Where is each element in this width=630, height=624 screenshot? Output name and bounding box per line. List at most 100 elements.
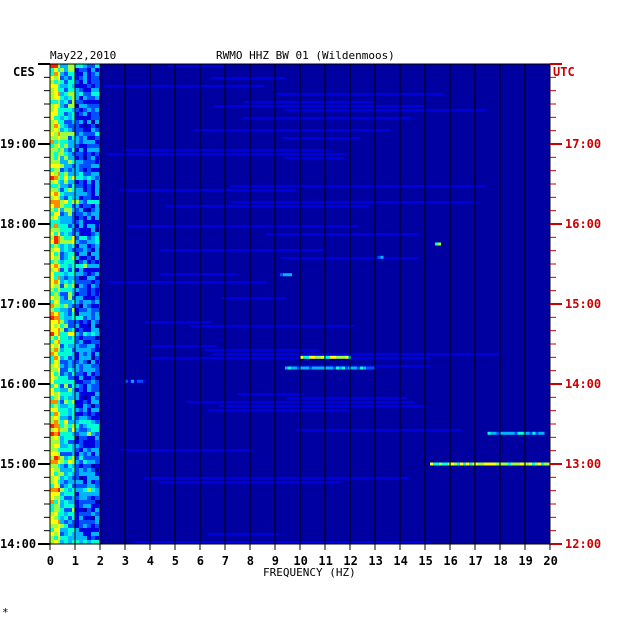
spectrogram-cell — [87, 164, 91, 168]
spectrogram-cell — [79, 272, 83, 276]
spectrogram-cell — [79, 108, 83, 112]
spectrogram-cell — [72, 404, 75, 408]
spectrogram-cell — [58, 204, 60, 208]
spectrogram-cell — [60, 468, 64, 472]
spectrogram-cell — [95, 132, 99, 136]
spectrogram-cell — [64, 160, 68, 164]
spectrogram-cell — [83, 364, 87, 368]
event-cell — [143, 379, 146, 383]
spectrogram-cell — [91, 408, 95, 412]
spectrogram-cell — [54, 348, 58, 352]
event-cell — [312, 366, 315, 370]
spectrogram-cell — [91, 448, 95, 452]
spectrogram-cell — [72, 536, 75, 540]
spectrogram-cell — [54, 76, 58, 80]
event-cell — [472, 462, 475, 466]
spectrogram-cell — [64, 248, 68, 252]
spectrogram-cell — [91, 376, 95, 380]
spectrogram-cell — [64, 180, 68, 184]
spectrogram-cell — [58, 480, 60, 484]
spectrogram-cell — [83, 132, 87, 136]
spectrogram-cell — [60, 268, 64, 272]
spectrogram-cell — [79, 124, 83, 128]
event-cell — [351, 366, 354, 370]
spectrogram-cell — [91, 260, 95, 264]
spectrogram-cell — [64, 284, 68, 288]
spectrogram-cell — [68, 432, 72, 436]
spectrogram-cell — [68, 404, 72, 408]
spectrogram-cell — [58, 408, 60, 412]
spectrogram-cell — [79, 216, 83, 220]
spectrogram-cell — [72, 96, 75, 100]
spectrogram-cell — [60, 236, 64, 240]
spectrogram-cell — [79, 320, 83, 324]
spectrogram-cell — [68, 136, 72, 140]
spectrogram-cell — [79, 432, 83, 436]
spectrogram-cell — [91, 136, 95, 140]
background-streak — [186, 401, 415, 403]
spectrogram-cell — [72, 160, 75, 164]
spectrogram-cell — [95, 120, 99, 124]
spectrogram-cell — [87, 440, 91, 444]
event-cell — [496, 431, 500, 435]
event-cell — [541, 462, 544, 466]
spectrogram-cell — [60, 336, 64, 340]
spectrogram-cell — [72, 104, 75, 108]
spectrogram-cell — [95, 332, 99, 336]
event-cell — [457, 462, 460, 466]
spectrogram-cell — [95, 184, 99, 188]
spectrogram-cell — [83, 316, 87, 320]
spectrogram-cell — [60, 212, 64, 216]
spectrogram-cell — [95, 536, 99, 540]
spectrogram-cell — [79, 300, 83, 304]
spectrogram-cell — [58, 464, 60, 468]
spectrogram-cell — [60, 484, 64, 488]
spectrogram-cell — [83, 180, 87, 184]
spectrogram-cell — [68, 232, 72, 236]
spectrogram-cell — [58, 68, 60, 72]
spectrogram-cell — [83, 152, 87, 156]
spectrogram-cell — [83, 112, 87, 116]
spectrogram-cell — [87, 296, 91, 300]
spectrogram-cell — [95, 144, 99, 148]
spectrogram-cell — [60, 456, 64, 460]
spectrogram-cell — [91, 452, 95, 456]
spectrogram-cell — [54, 276, 58, 280]
spectrogram-cell — [72, 84, 75, 88]
spectrogram-cell — [75, 168, 79, 172]
spectrogram-cell — [72, 284, 75, 288]
spectrogram-cell — [58, 448, 60, 452]
right-tick-label: 16:00 — [565, 217, 601, 231]
spectrogram-cell — [58, 92, 60, 96]
spectrogram-cell — [68, 64, 72, 68]
spectrogram-cell — [60, 436, 64, 440]
spectrogram-cell — [75, 428, 79, 432]
spectrogram-cell — [54, 328, 58, 332]
spectrogram-cell — [79, 536, 83, 540]
spectrogram-cell — [64, 148, 68, 152]
spectrogram-cell — [95, 512, 99, 516]
spectrogram-cell — [54, 368, 58, 372]
spectrogram-cell — [58, 208, 60, 212]
spectrogram-cell — [83, 100, 87, 104]
event-cell — [289, 273, 292, 277]
spectrogram-cell — [91, 304, 95, 308]
spectrogram-cell — [58, 520, 60, 524]
spectrogram-cell — [72, 280, 75, 284]
spectrogram-cell — [83, 464, 87, 468]
spectrogram-cell — [83, 260, 87, 264]
spectrogram-cell — [64, 296, 68, 300]
spectrogram-cell — [72, 452, 75, 456]
spectrogram-cell — [64, 108, 68, 112]
spectrogram-cell — [54, 444, 58, 448]
spectrogram-cell — [79, 228, 83, 232]
spectrogram-cell — [60, 464, 64, 468]
spectrogram-cell — [79, 224, 83, 228]
spectrogram-cell — [60, 536, 64, 540]
spectrogram-cell — [64, 404, 68, 408]
spectrogram-cell — [68, 108, 72, 112]
background-streak — [133, 541, 430, 543]
spectrogram-cell — [64, 316, 68, 320]
spectrogram-cell — [58, 64, 60, 68]
spectrogram-cell — [50, 368, 54, 372]
